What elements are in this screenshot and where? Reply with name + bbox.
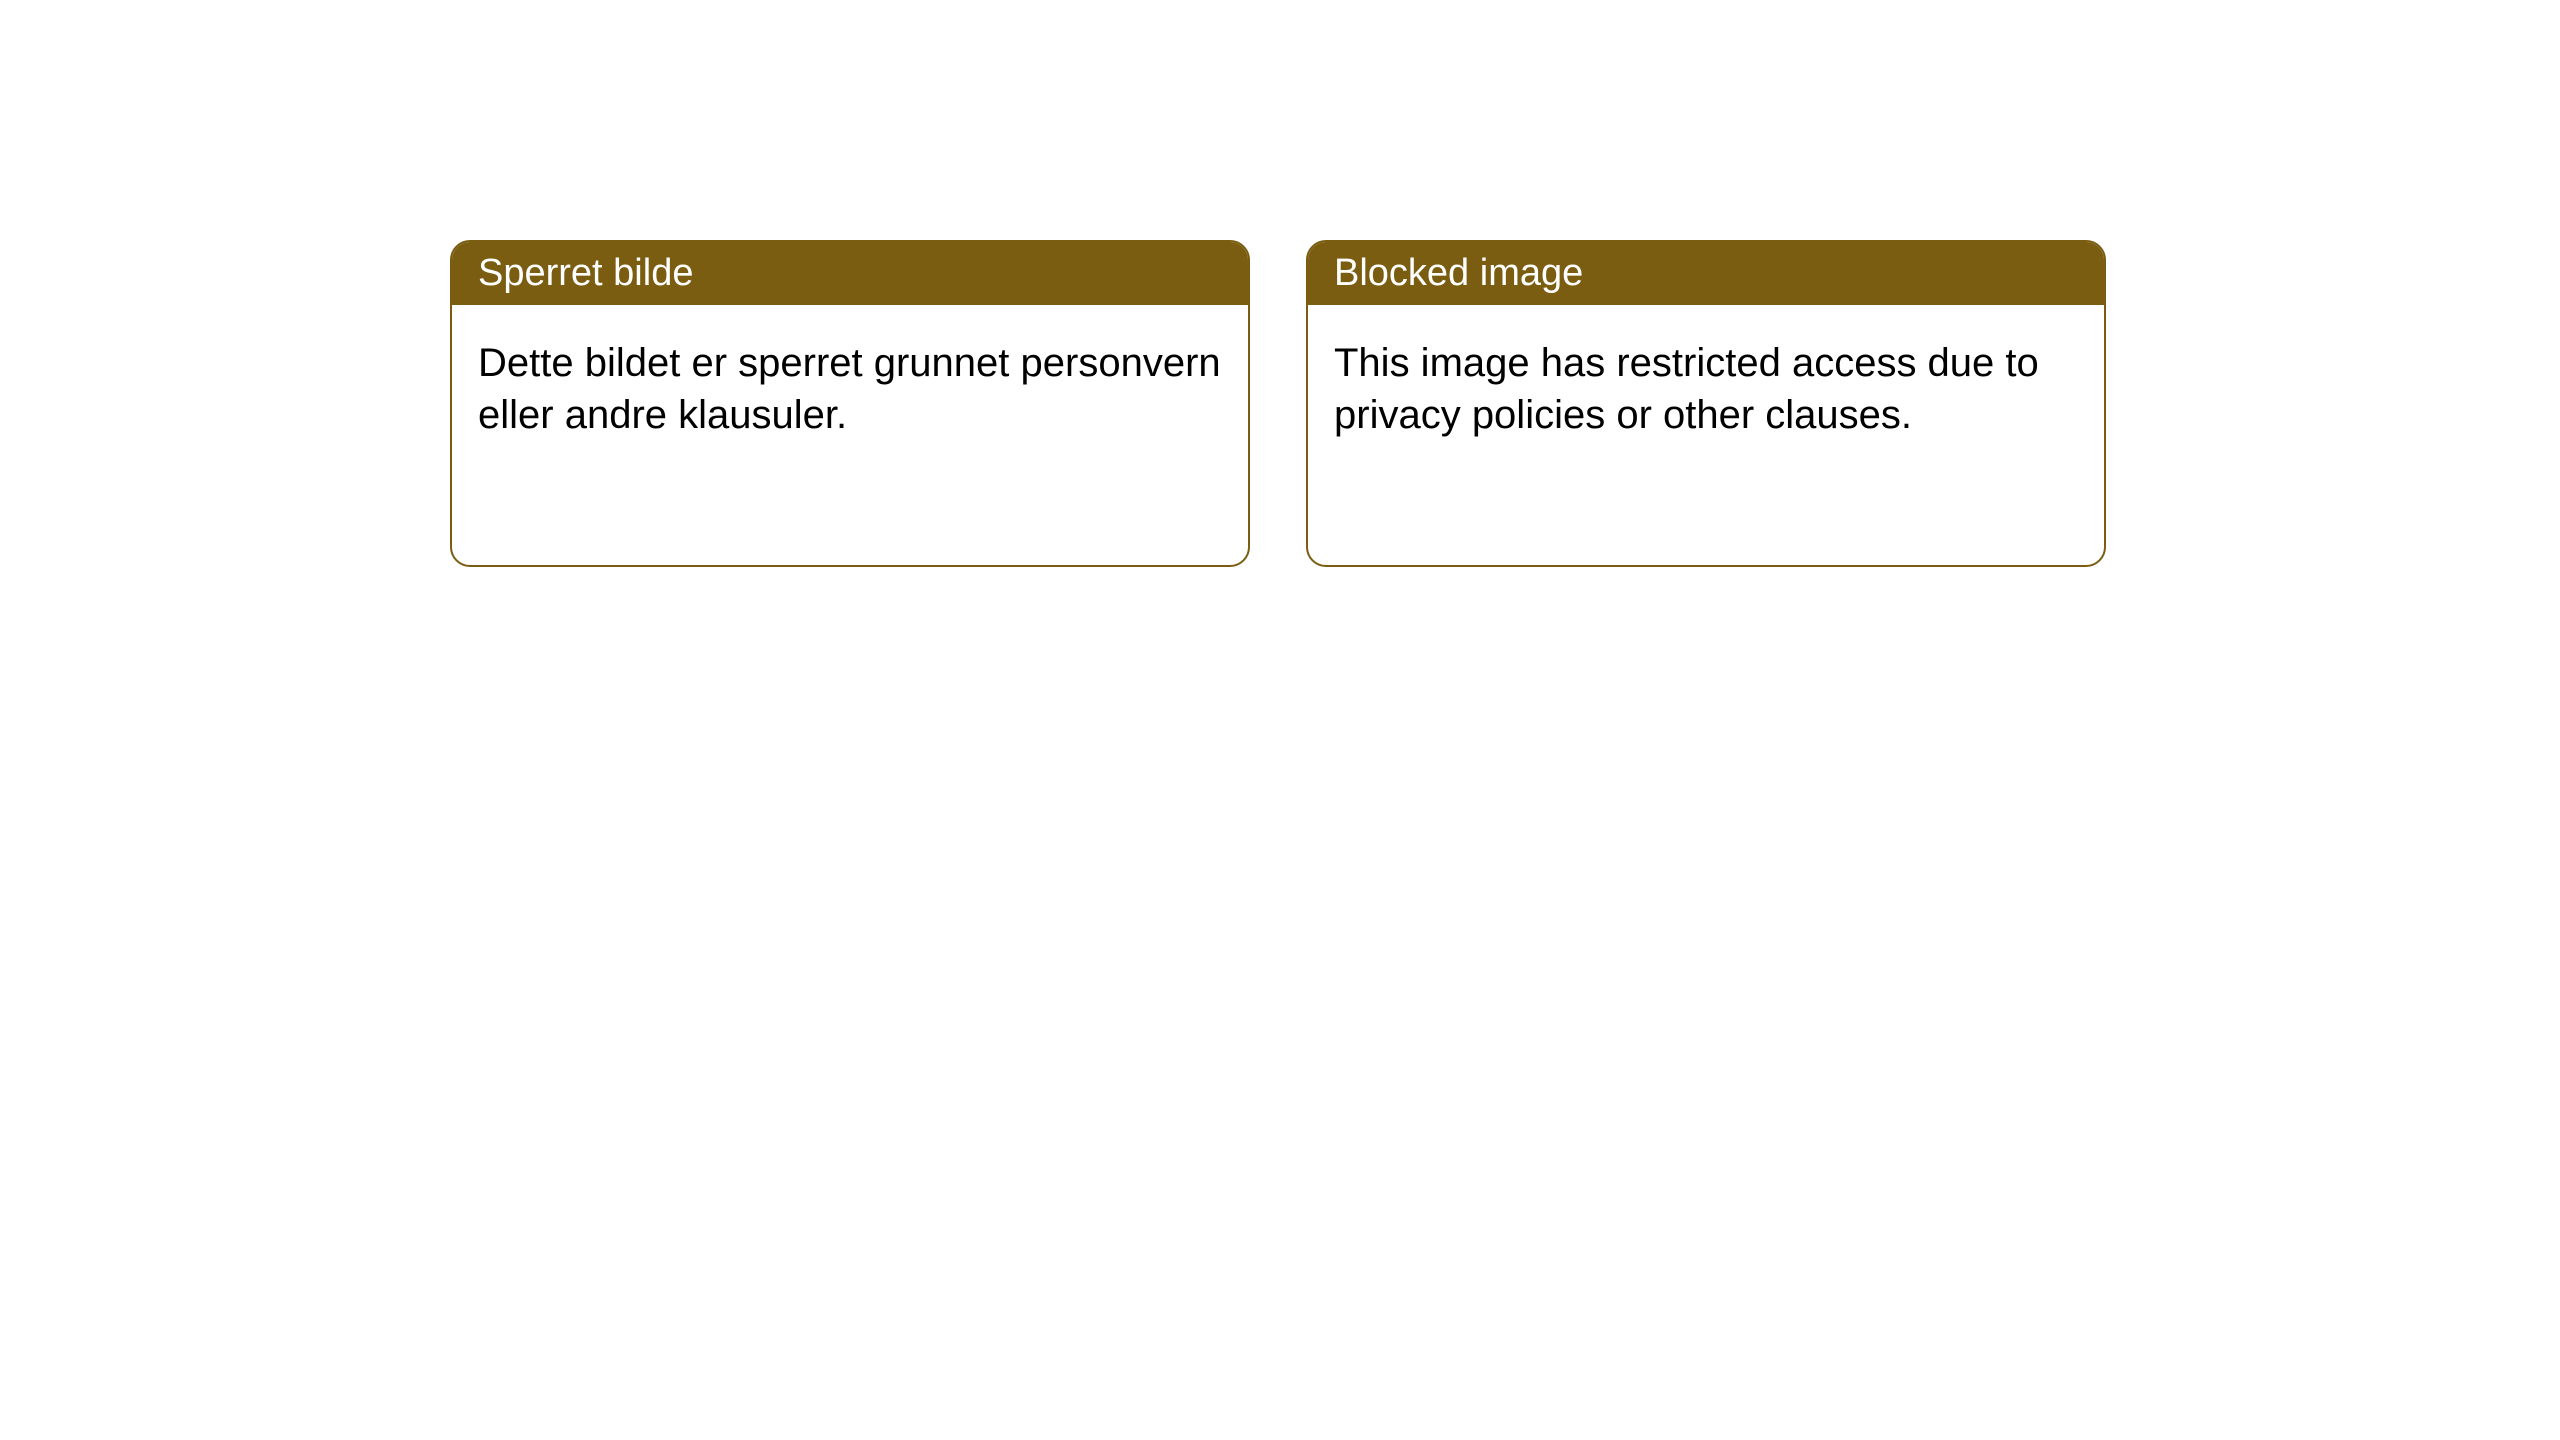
notice-title: Sperret bilde xyxy=(452,242,1248,305)
notice-box-norwegian: Sperret bilde Dette bildet er sperret gr… xyxy=(450,240,1250,567)
notice-title: Blocked image xyxy=(1308,242,2104,305)
notice-container: Sperret bilde Dette bildet er sperret gr… xyxy=(0,0,2560,567)
notice-body: Dette bildet er sperret grunnet personve… xyxy=(452,305,1248,565)
notice-box-english: Blocked image This image has restricted … xyxy=(1306,240,2106,567)
notice-body: This image has restricted access due to … xyxy=(1308,305,2104,565)
